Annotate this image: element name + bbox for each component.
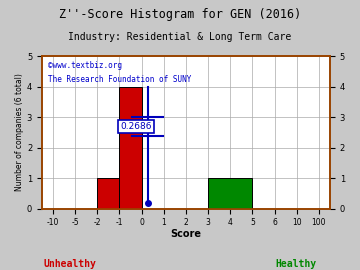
Text: Unhealthy: Unhealthy	[43, 259, 96, 269]
Text: 0.2686: 0.2686	[121, 122, 152, 131]
Bar	[120, 87, 141, 209]
Y-axis label: Number of companies (6 total): Number of companies (6 total)	[15, 73, 24, 191]
Text: Industry: Residential & Long Term Care: Industry: Residential & Long Term Care	[68, 32, 292, 42]
Text: ©www.textbiz.org: ©www.textbiz.org	[48, 61, 122, 70]
X-axis label: Score: Score	[170, 229, 201, 239]
Text: Z''-Score Histogram for GEN (2016): Z''-Score Histogram for GEN (2016)	[59, 8, 301, 21]
Text: The Research Foundation of SUNY: The Research Foundation of SUNY	[48, 75, 191, 84]
Text: Healthy: Healthy	[276, 259, 317, 269]
Bar	[208, 178, 252, 209]
Bar	[97, 178, 120, 209]
